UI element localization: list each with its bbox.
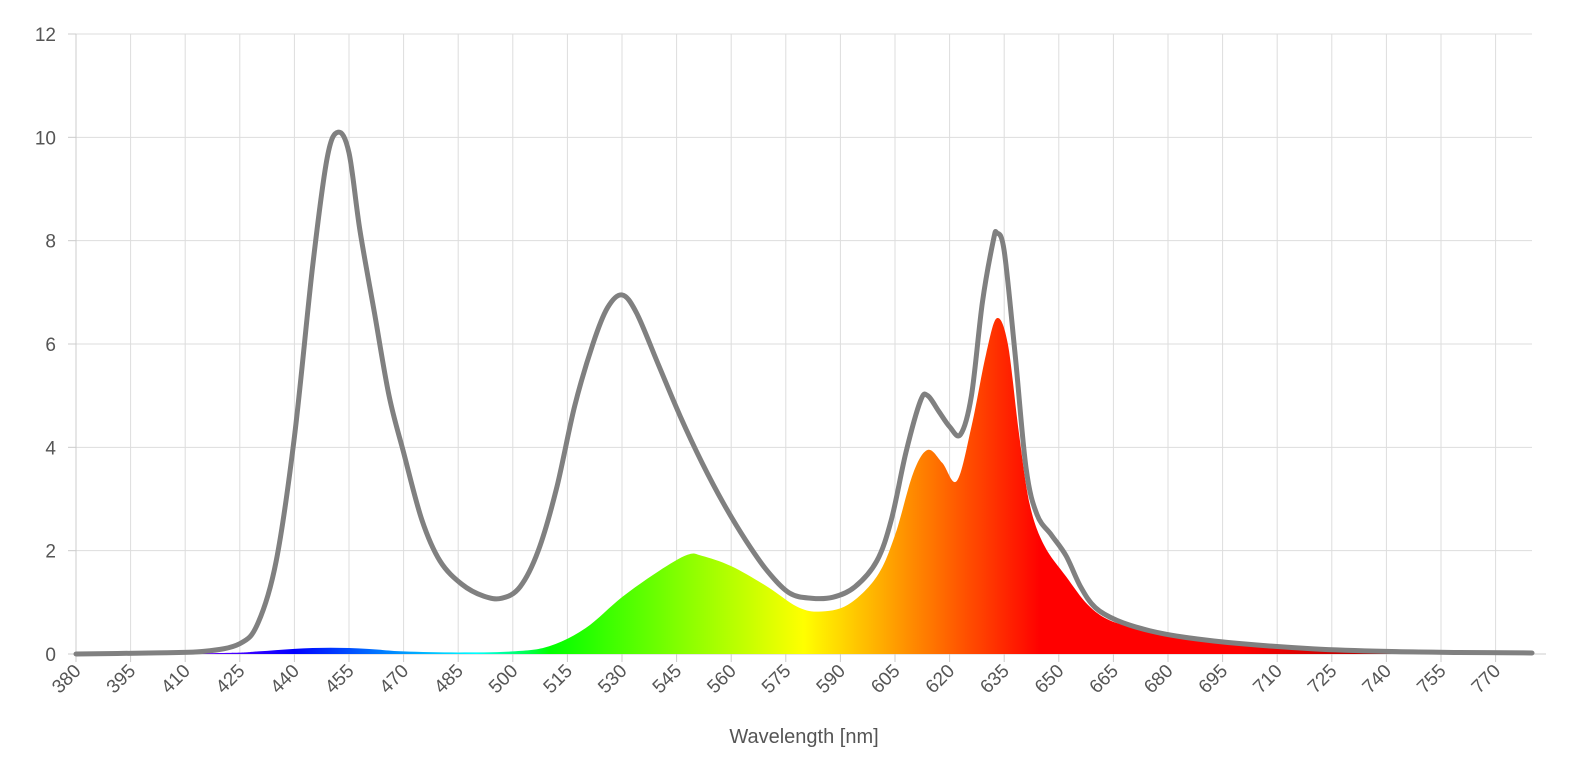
gray-line-series — [73, 129, 1535, 657]
y-tick-label: 10 — [35, 128, 56, 149]
x-tick-label: 740 — [1359, 661, 1396, 698]
x-tick-label: 755 — [1413, 661, 1450, 698]
x-tick-label: 695 — [1195, 661, 1232, 698]
x-tick-label: 725 — [1304, 661, 1341, 698]
x-axis-title: Wavelength [nm] — [729, 726, 878, 748]
x-tick-label: 680 — [1140, 661, 1177, 698]
x-tick-label: 710 — [1249, 661, 1286, 698]
y-tick-label: 0 — [45, 645, 56, 666]
y-tick-label: 8 — [45, 232, 56, 253]
x-tick-label: 575 — [758, 661, 795, 698]
y-tick-label: 12 — [35, 25, 56, 46]
x-tick-label: 455 — [321, 661, 358, 698]
x-tick-label: 425 — [212, 661, 249, 698]
x-tick-label: 770 — [1468, 661, 1505, 698]
y-tick-label: 6 — [45, 335, 56, 356]
x-tick-label: 590 — [813, 661, 850, 698]
grid — [75, 33, 1532, 655]
y-tick-label: 2 — [45, 542, 56, 563]
y-tick-label: 4 — [45, 438, 56, 459]
x-tick-label: 500 — [485, 661, 522, 698]
x-tick-label: 560 — [703, 661, 740, 698]
x-tick-label: 410 — [157, 661, 194, 698]
x-tick-label: 470 — [376, 661, 413, 698]
x-tick-label: 635 — [976, 661, 1013, 698]
x-tick-label: 515 — [540, 661, 577, 698]
x-tick-label: 395 — [103, 661, 140, 698]
axes — [68, 33, 1546, 662]
x-tick-label: 485 — [430, 661, 467, 698]
x-tick-label: 665 — [1086, 661, 1123, 698]
x-tick-label: 650 — [1031, 661, 1068, 698]
x-tick-label: 440 — [267, 661, 304, 698]
x-tick-label: 620 — [922, 661, 959, 698]
x-tick-label: 380 — [48, 661, 85, 698]
x-tick-label: 605 — [867, 661, 904, 698]
series-group — [73, 129, 1535, 657]
x-tick-label: 545 — [649, 661, 686, 698]
x-tick-label: 530 — [594, 661, 631, 698]
